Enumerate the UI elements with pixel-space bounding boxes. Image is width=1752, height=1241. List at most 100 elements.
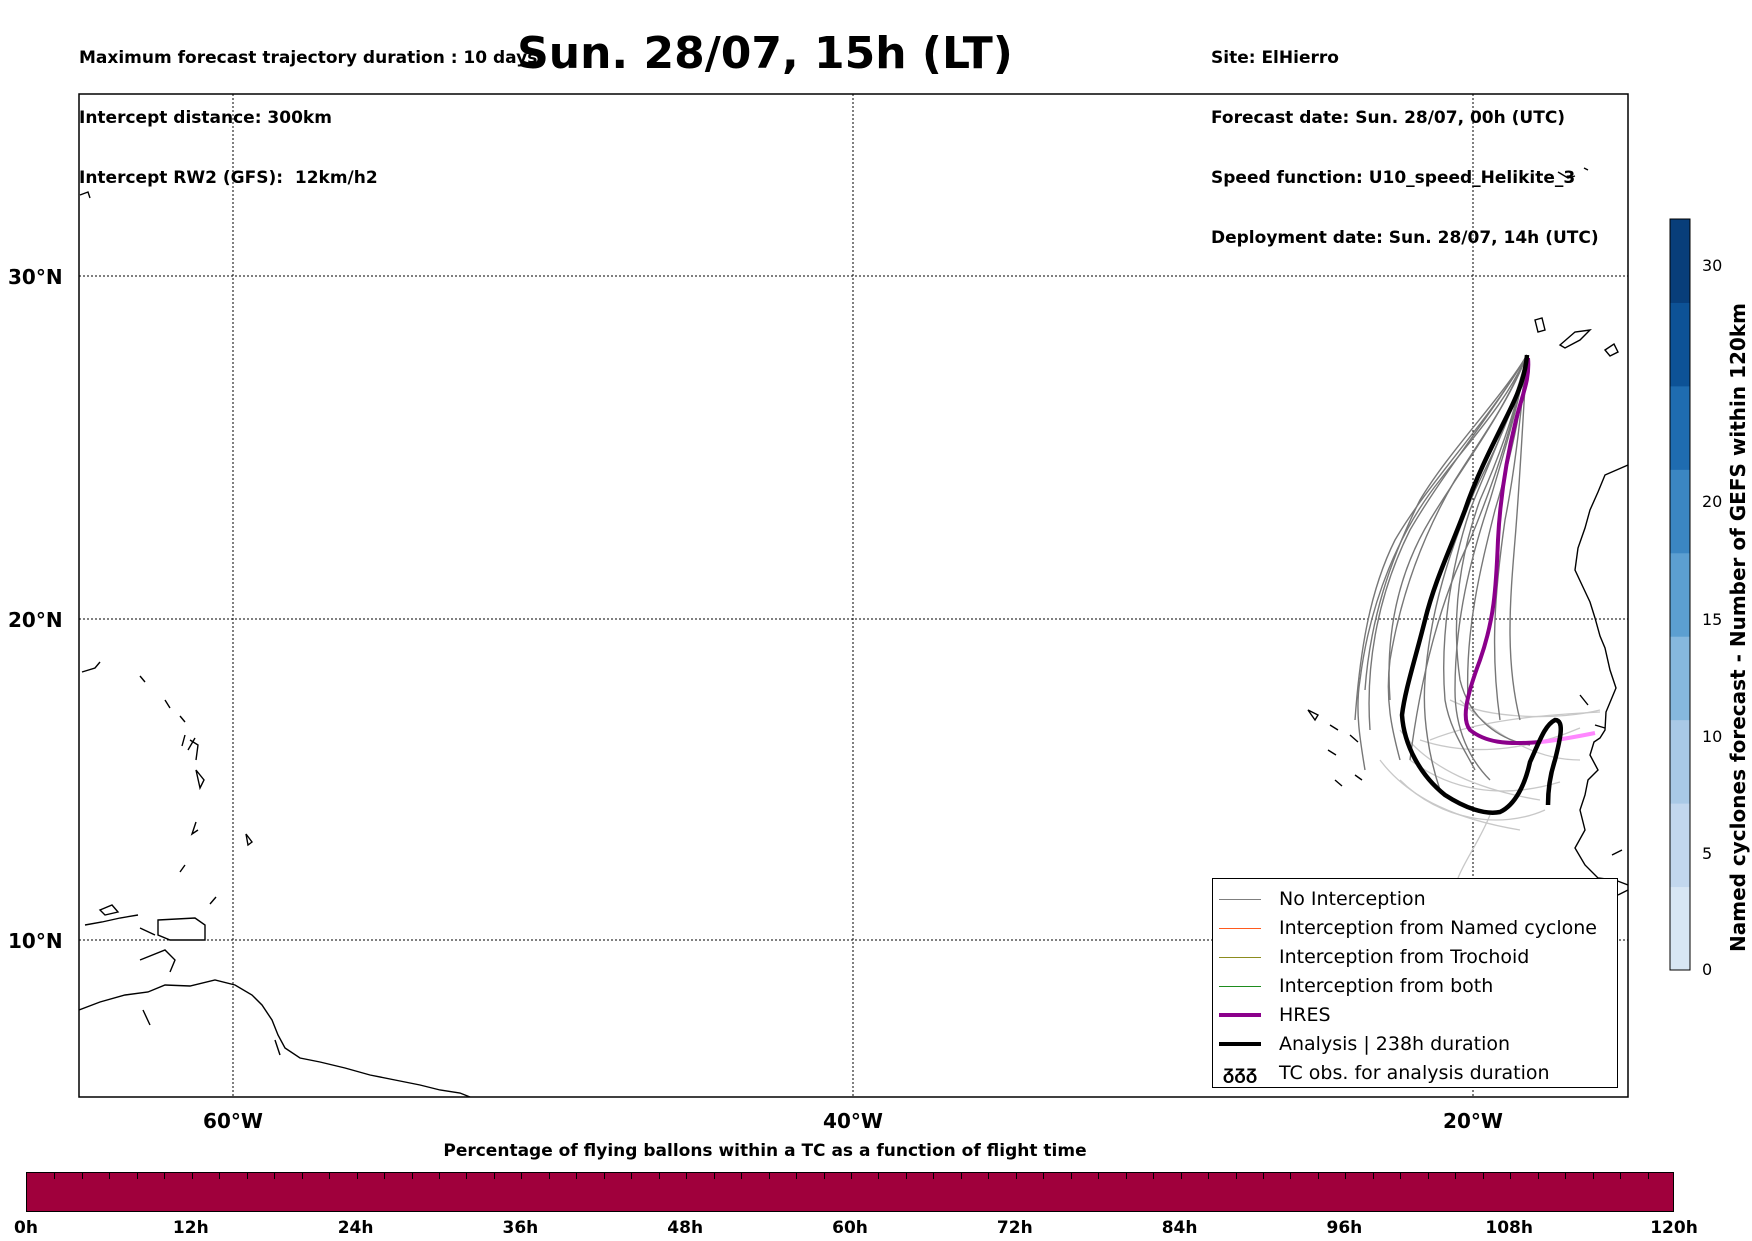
horizontal-colorbar-minor-tick — [768, 1173, 770, 1179]
colorbar-tick-15: 15 — [1702, 610, 1723, 629]
colorbar-segment — [1670, 385, 1690, 470]
map-frame — [78, 93, 1629, 1098]
horizontal-colorbar-minor-tick — [191, 1173, 193, 1179]
horizontal-colorbar-minor-tick — [1317, 1173, 1319, 1179]
info-site: Site: ElHierro — [1211, 48, 1339, 68]
horizontal-colorbar-minor-tick — [1043, 1173, 1045, 1179]
horizontal-colorbar-minor-tick — [329, 1173, 331, 1179]
horizontal-colorbar-tick: 72h — [996, 1218, 1033, 1238]
horizontal-colorbar-minor-tick — [1125, 1173, 1127, 1179]
lat-label-10n: 10°N — [8, 929, 63, 953]
horizontal-colorbar-minor-tick — [1098, 1173, 1100, 1179]
coastline-caribbean-islands — [79, 191, 253, 847]
legend-item-named-cyclone: Interception from Named cyclone — [1213, 914, 1597, 942]
horizontal-colorbar-minor-tick — [603, 1173, 605, 1179]
horizontal-colorbar-tick: 108h — [1485, 1218, 1533, 1238]
info-intercept-rw2: Intercept RW2 (GFS): 12km/h2 — [79, 168, 378, 188]
info-intercept-distance: Intercept distance: 300km — [79, 108, 332, 128]
horizontal-colorbar-minor-tick — [576, 1173, 578, 1179]
colorbar-tick-10: 10 — [1702, 727, 1723, 746]
legend-swatch — [1219, 956, 1261, 958]
page-title: Sun. 28/07, 15h (LT) — [517, 28, 1013, 79]
vertical-colorbar — [1669, 218, 1691, 971]
lon-label-60w: 60°W — [203, 1109, 263, 1133]
horizontal-colorbar-minor-tick — [1290, 1173, 1292, 1179]
lat-label-20n: 20°N — [8, 608, 63, 632]
colorbar-tick-30: 30 — [1702, 256, 1723, 275]
legend-swatch — [1219, 927, 1261, 929]
horizontal-colorbar-minor-tick — [1427, 1173, 1429, 1179]
lat-label-30n: 30°N — [8, 265, 63, 289]
horizontal-colorbar-minor-tick — [1153, 1173, 1155, 1179]
horizontal-colorbar-minor-tick — [466, 1173, 468, 1179]
coastline-africa-detail — [1579, 694, 1628, 896]
horizontal-colorbar-minor-tick — [301, 1173, 303, 1179]
colorbar-segment — [1670, 302, 1690, 387]
info-left: Maximum forecast trajectory duration : 1… — [79, 8, 537, 208]
horizontal-colorbar-minor-tick — [1592, 1173, 1594, 1179]
horizontal-colorbar-tick: 120h — [1650, 1218, 1698, 1238]
horizontal-colorbar-minor-tick — [1400, 1173, 1402, 1179]
colorbar-frame — [1669, 218, 1691, 971]
horizontal-colorbar-minor-tick — [1482, 1173, 1484, 1179]
trajectory-hres — [1463, 357, 1541, 746]
horizontal-colorbar-minor-tick — [1263, 1173, 1264, 1179]
horizontal-colorbar-minor-tick — [1015, 1173, 1017, 1179]
horizontal-colorbar-minor-tick — [1372, 1173, 1374, 1179]
horizontal-colorbar-minor-tick — [81, 1173, 83, 1179]
horizontal-colorbar-minor-tick — [658, 1173, 660, 1179]
map-gridlines — [79, 94, 1628, 1097]
legend-label: HRES — [1279, 1004, 1331, 1026]
horizontal-colorbar-tick: 84h — [1161, 1218, 1198, 1238]
horizontal-colorbar-minor-tick — [384, 1173, 386, 1179]
legend-label: Interception from Named cyclone — [1279, 917, 1597, 939]
horizontal-colorbar — [26, 1172, 1674, 1212]
trajectories-no-interception-light — [1379, 699, 1601, 879]
horizontal-colorbar-minor-tick — [905, 1173, 907, 1179]
horizontal-colorbar-tick: 12h — [172, 1218, 209, 1238]
trajectory-analysis — [1399, 354, 1563, 815]
horizontal-colorbar-minor-tick — [631, 1173, 633, 1179]
coastline-trinidad — [157, 917, 206, 941]
legend-label: Analysis | 238h duration — [1279, 1033, 1511, 1055]
legend-swatch — [1219, 985, 1261, 987]
info-duration: Maximum forecast trajectory duration : 1… — [79, 48, 538, 68]
horizontal-colorbar-minor-tick — [1537, 1173, 1539, 1179]
horizontal-colorbar-minor-tick — [796, 1173, 798, 1179]
coastline-venezuela-islands — [84, 904, 281, 1056]
horizontal-colorbar-minor-tick — [1510, 1173, 1512, 1179]
horizontal-colorbar-minor-tick — [274, 1173, 276, 1179]
horizontal-colorbar-minor-tick — [1235, 1173, 1237, 1179]
trajectory-hres-light — [1539, 731, 1596, 744]
colorbar-segment — [1670, 886, 1690, 971]
horizontal-colorbar-minor-tick — [988, 1173, 990, 1179]
info-speed-function: Speed function: U10_speed_Helikite_3 — [1211, 168, 1576, 188]
info-deployment-date: Deployment date: Sun. 28/07, 14h (UTC) — [1211, 228, 1599, 248]
horizontal-colorbar-minor-tick — [521, 1173, 523, 1179]
coastline-cape-verde — [1307, 709, 1363, 787]
horizontal-colorbar-minor-tick — [548, 1173, 550, 1179]
colorbar-segment — [1670, 719, 1690, 804]
horizontal-colorbar-minor-tick — [1345, 1173, 1347, 1179]
legend-label: Interception from both — [1279, 975, 1494, 997]
colorbar-segment — [1670, 803, 1690, 888]
legend-item-hres: HRES — [1213, 1001, 1331, 1029]
legend-item-both: Interception from both — [1213, 972, 1493, 1000]
legend-label: No Interception — [1279, 888, 1426, 910]
horizontal-colorbar-minor-tick — [439, 1173, 440, 1179]
legend-box: No Interception Interception from Named … — [1212, 878, 1618, 1088]
horizontal-colorbar-tick: 48h — [667, 1218, 704, 1238]
horizontal-colorbar-minor-tick — [960, 1173, 962, 1179]
trajectories-no-interception — [1354, 354, 1531, 791]
colorbar-segment — [1670, 552, 1690, 637]
legend-item-trochoid: Interception from Trochoid — [1213, 943, 1529, 971]
legend-item-analysis: Analysis | 238h duration — [1213, 1030, 1510, 1058]
info-forecast-date: Forecast date: Sun. 28/07, 00h (UTC) — [1211, 108, 1566, 128]
horizontal-colorbar-minor-tick — [411, 1173, 413, 1179]
horizontal-colorbar-tick: 96h — [1326, 1218, 1363, 1238]
colorbar-label: Named cyclones forecast - Number of GEFS… — [1726, 303, 1750, 952]
horizontal-colorbar-tick: 36h — [502, 1218, 539, 1238]
horizontal-colorbar-title: Percentage of flying ballons within a TC… — [443, 1141, 1087, 1161]
legend-label: TC obs. for analysis duration — [1279, 1062, 1550, 1084]
